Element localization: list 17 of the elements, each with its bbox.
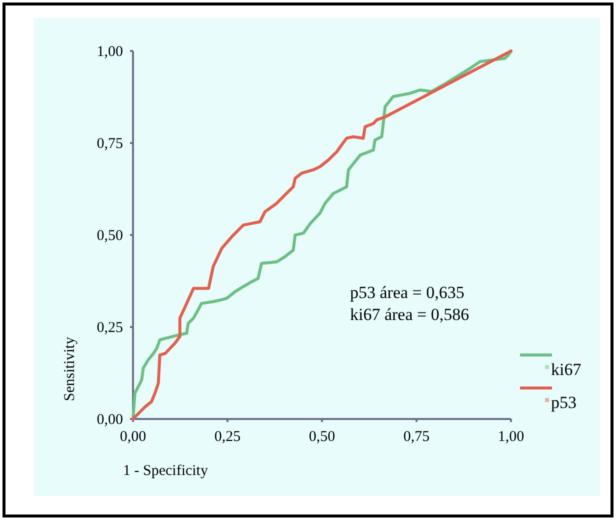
y-tick-label: 0,75 <box>96 136 123 152</box>
line-series <box>132 50 512 420</box>
annotation: p53 área = 0,635 <box>350 283 464 302</box>
x-tick-label: 0,50 <box>308 429 336 445</box>
x-axis-title: 1 - Specificity <box>123 463 208 479</box>
legend-label: p53 <box>551 393 576 412</box>
annotation: ki67 área = 0,586 <box>350 305 470 324</box>
y-tick-label: 0,25 <box>96 320 123 336</box>
x-tick-label: 0,25 <box>214 429 241 445</box>
x-tick-label: 0,00 <box>120 429 146 445</box>
y-tick-label: 0,00 <box>96 412 123 428</box>
x-tick-label: 0,75 <box>403 429 430 445</box>
y-tick-label: 0,50 <box>96 228 123 244</box>
x-tick-label: 1,00 <box>498 429 524 445</box>
y-tick-label: 1,00 <box>96 44 123 60</box>
y-axis-title: Sensitivity <box>62 336 78 402</box>
legend-label: ki67 <box>551 360 582 379</box>
